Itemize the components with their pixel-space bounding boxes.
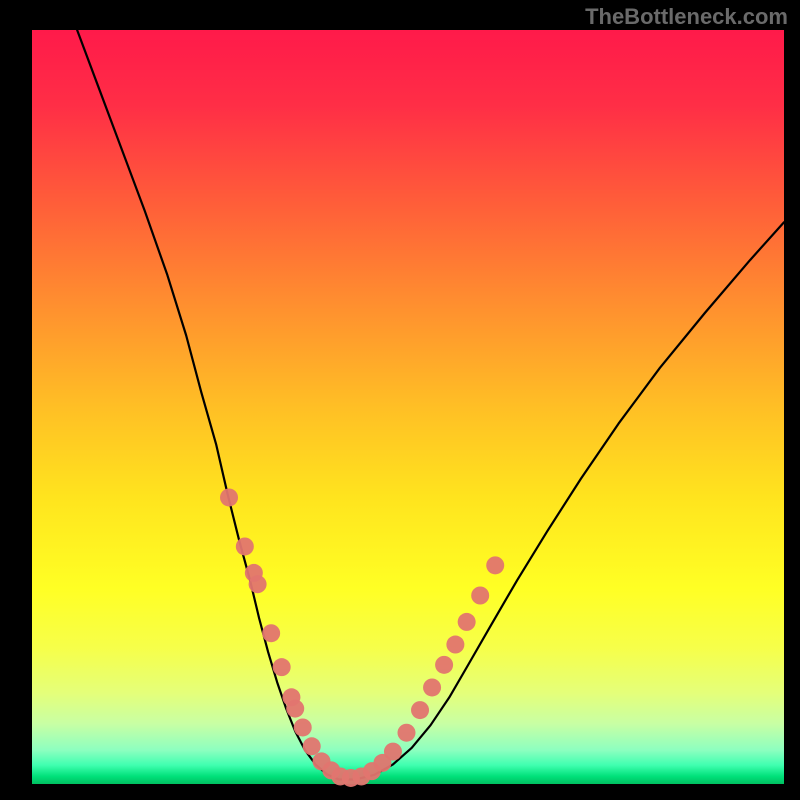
data-marker (384, 743, 402, 761)
data-marker (262, 624, 280, 642)
data-marker (446, 636, 464, 654)
data-marker (220, 488, 238, 506)
data-marker (249, 575, 267, 593)
data-marker (423, 678, 441, 696)
data-marker (471, 587, 489, 605)
data-marker (411, 701, 429, 719)
data-marker (303, 737, 321, 755)
data-marker (435, 656, 453, 674)
data-marker (286, 700, 304, 718)
data-marker (273, 658, 291, 676)
chart-container: TheBottleneck.com (0, 0, 800, 800)
plot-background (32, 30, 784, 784)
chart-svg (0, 0, 800, 800)
data-marker (236, 537, 254, 555)
data-marker (458, 613, 476, 631)
data-marker (294, 718, 312, 736)
data-marker (486, 556, 504, 574)
data-marker (398, 724, 416, 742)
